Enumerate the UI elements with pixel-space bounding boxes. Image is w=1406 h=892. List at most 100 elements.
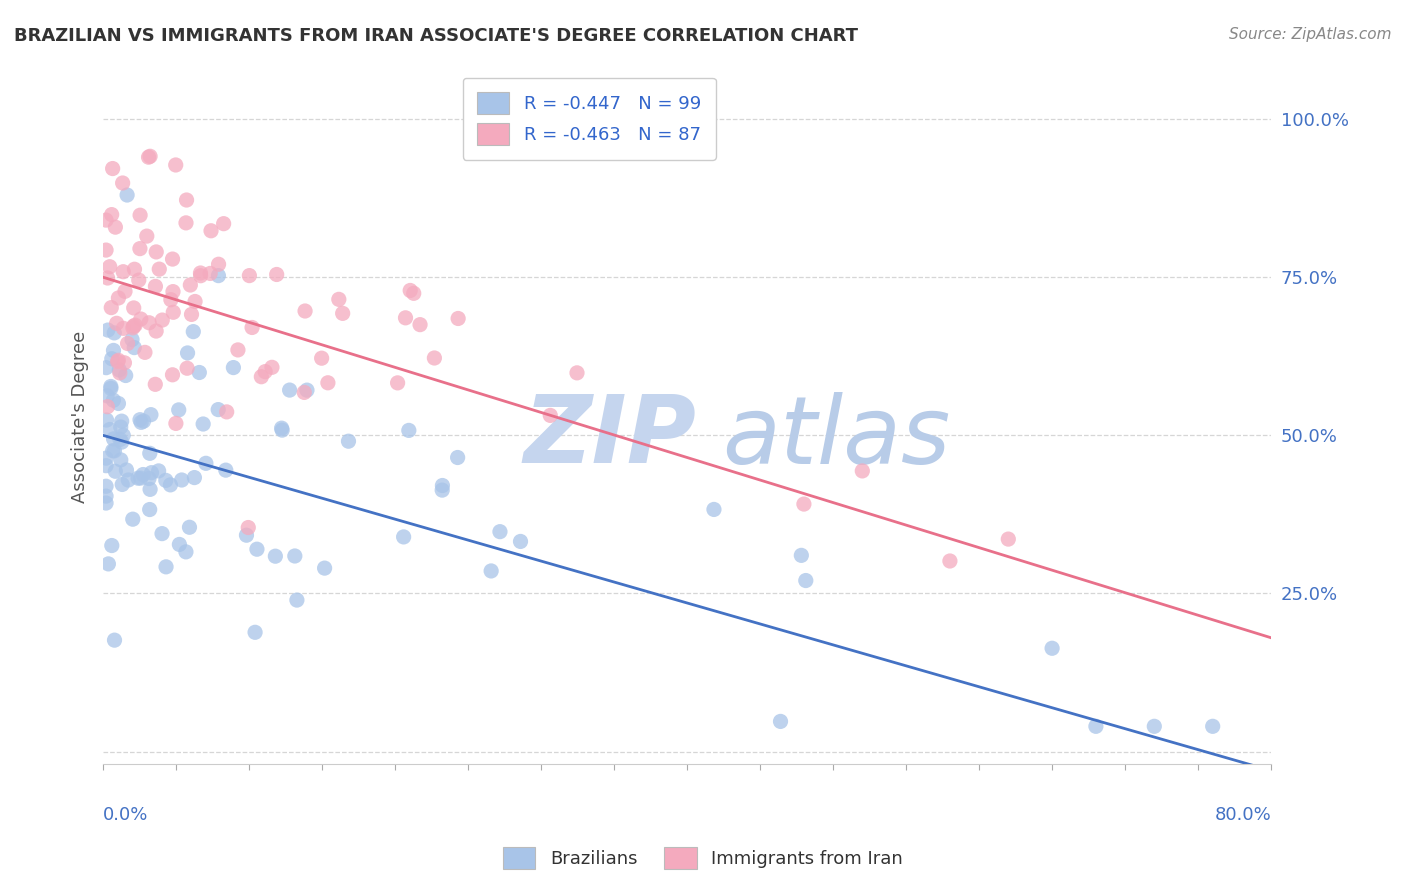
Point — [332, 306, 354, 320]
Point — [565, 366, 588, 380]
Point — [111, 435, 134, 450]
Point — [238, 520, 260, 534]
Point — [264, 549, 287, 564]
Point — [509, 534, 531, 549]
Point — [94, 479, 117, 493]
Point — [794, 574, 817, 588]
Point — [162, 252, 184, 266]
Point — [240, 320, 263, 334]
Point — [139, 446, 162, 460]
Point — [150, 313, 173, 327]
Point — [176, 346, 198, 360]
Point — [165, 158, 187, 172]
Point — [110, 420, 132, 434]
Point — [180, 307, 202, 321]
Point — [94, 213, 117, 227]
Point — [104, 220, 127, 235]
Point — [212, 217, 235, 231]
Point — [1040, 641, 1063, 656]
Point — [997, 532, 1019, 546]
Point — [138, 316, 160, 330]
Point — [145, 244, 167, 259]
Point — [111, 414, 134, 428]
Point — [250, 369, 273, 384]
Point — [100, 301, 122, 315]
Point — [447, 311, 470, 326]
Point — [96, 389, 118, 403]
Point — [129, 471, 152, 485]
Point — [394, 310, 416, 325]
Legend: Brazilians, Immigrants from Iran: Brazilians, Immigrants from Iran — [494, 838, 912, 879]
Point — [94, 451, 117, 466]
Point — [215, 463, 238, 477]
Point — [266, 268, 288, 282]
Point — [114, 368, 136, 383]
Point — [100, 208, 122, 222]
Point — [124, 262, 146, 277]
Point — [243, 625, 266, 640]
Text: ZIP: ZIP — [523, 392, 696, 483]
Point — [101, 161, 124, 176]
Point — [162, 285, 184, 299]
Point — [97, 271, 120, 285]
Point — [191, 417, 214, 431]
Point — [138, 471, 160, 485]
Point — [160, 293, 183, 307]
Point — [141, 466, 163, 480]
Point — [129, 208, 152, 222]
Point — [284, 549, 307, 563]
Point — [328, 293, 350, 307]
Point — [103, 633, 125, 648]
Point — [111, 176, 134, 190]
Point — [222, 360, 245, 375]
Point — [101, 443, 124, 458]
Point — [94, 243, 117, 257]
Point — [271, 423, 294, 437]
Point — [194, 456, 217, 470]
Point — [139, 483, 162, 497]
Point — [103, 343, 125, 358]
Point — [111, 477, 134, 491]
Point — [143, 377, 166, 392]
Y-axis label: Associate's Degree: Associate's Degree — [72, 330, 89, 502]
Point — [112, 428, 135, 442]
Point — [121, 333, 143, 347]
Point — [94, 489, 117, 503]
Point — [165, 417, 187, 431]
Point — [98, 260, 121, 274]
Point — [139, 408, 162, 422]
Point — [179, 520, 201, 534]
Point — [174, 545, 197, 559]
Point — [132, 467, 155, 482]
Point — [170, 473, 193, 487]
Point — [337, 434, 360, 449]
Point — [200, 224, 222, 238]
Text: 80.0%: 80.0% — [1215, 806, 1271, 824]
Point — [115, 188, 138, 202]
Point — [132, 414, 155, 428]
Point — [128, 273, 150, 287]
Point — [939, 554, 962, 568]
Point — [399, 284, 422, 298]
Point — [117, 473, 139, 487]
Point — [139, 149, 162, 163]
Point — [311, 351, 333, 366]
Point — [129, 312, 152, 326]
Point — [207, 402, 229, 417]
Point — [423, 351, 446, 365]
Point — [114, 285, 136, 299]
Point — [121, 321, 143, 335]
Point — [215, 405, 238, 419]
Point — [96, 360, 118, 375]
Point — [100, 379, 122, 393]
Point — [1202, 719, 1225, 733]
Point — [207, 257, 229, 271]
Point — [188, 366, 211, 380]
Point — [145, 324, 167, 338]
Point — [238, 268, 260, 283]
Point — [294, 304, 316, 318]
Point — [101, 351, 124, 366]
Point — [226, 343, 249, 357]
Point — [432, 478, 454, 492]
Point — [200, 267, 222, 281]
